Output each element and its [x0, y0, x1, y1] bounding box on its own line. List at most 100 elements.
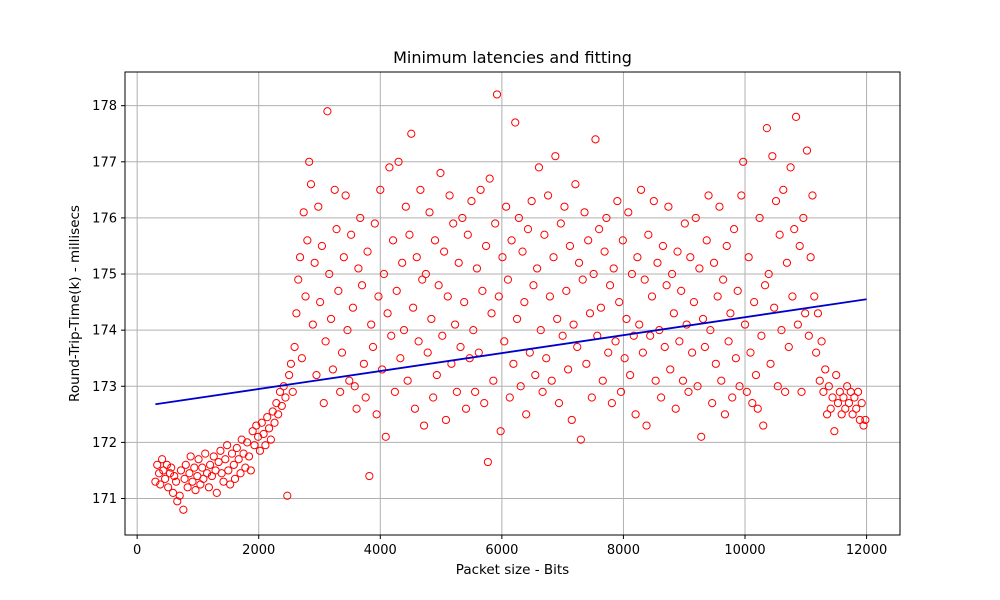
data-point: [576, 435, 585, 444]
data-point: [835, 387, 844, 396]
data-point: [432, 370, 441, 380]
data-point: [512, 314, 522, 324]
data-point: [445, 191, 454, 200]
data-point: [600, 247, 609, 256]
data-point: [427, 314, 436, 324]
data-point: [554, 399, 564, 408]
y-tick-label: 175: [92, 268, 117, 283]
data-point: [368, 342, 378, 352]
data-point: [644, 230, 653, 239]
data-point: [274, 410, 283, 419]
data-point: [372, 410, 381, 419]
data-point: [631, 410, 640, 419]
data-point: [538, 387, 547, 396]
data-point: [234, 455, 243, 464]
data-point: [850, 393, 859, 402]
data-point: [186, 452, 195, 461]
data-point: [243, 438, 252, 447]
data-point: [356, 213, 365, 223]
data-point: [828, 393, 837, 402]
data-point: [815, 376, 824, 385]
data-point: [217, 469, 226, 478]
data-point: [677, 286, 686, 295]
data-point: [336, 387, 345, 396]
x-axis-label: Packet size - Bits: [456, 562, 569, 578]
data-point: [520, 297, 529, 307]
data-point: [620, 354, 629, 363]
data-point: [646, 331, 655, 340]
data-point: [744, 253, 753, 262]
data-point: [777, 326, 786, 335]
data-point: [551, 152, 560, 161]
data-point: [580, 208, 589, 217]
data-point: [553, 314, 562, 324]
data-point: [853, 387, 863, 396]
data-point: [223, 441, 232, 450]
data-point: [713, 292, 722, 301]
data-point: [773, 382, 782, 391]
data-point: [556, 219, 565, 228]
data-point: [492, 90, 502, 99]
data-point: [449, 219, 458, 228]
data-point: [686, 253, 695, 262]
data-point: [261, 441, 270, 450]
data-point: [693, 382, 702, 391]
data-point: [611, 337, 620, 346]
data-points: [151, 90, 870, 514]
data-point: [673, 247, 682, 256]
data-point: [201, 449, 210, 458]
x-tick-label: 8000: [607, 543, 640, 558]
data-point: [762, 124, 771, 133]
data-point: [684, 387, 693, 396]
y-tick-label: 173: [92, 380, 117, 395]
data-point: [529, 281, 538, 290]
data-point: [469, 326, 478, 335]
data-point: [414, 337, 423, 346]
data-point: [388, 236, 398, 245]
data-point: [173, 497, 182, 506]
data-point: [412, 253, 421, 262]
data-point: [491, 219, 500, 228]
data-point: [165, 469, 175, 478]
data-point: [748, 399, 757, 408]
data-point: [456, 342, 465, 352]
data-point: [626, 370, 635, 380]
data-point: [359, 359, 368, 368]
data-point: [385, 163, 394, 172]
data-point: [788, 292, 797, 301]
data-point: [797, 387, 806, 396]
data-point: [191, 486, 200, 495]
data-point: [452, 387, 461, 396]
data-point: [642, 421, 651, 430]
data-point: [325, 269, 334, 279]
data-point: [405, 230, 414, 239]
data-point: [170, 471, 179, 481]
data-point: [622, 314, 631, 324]
data-point: [438, 331, 447, 340]
data-point: [802, 146, 812, 155]
data-point: [257, 418, 266, 427]
x-tick-label: 2000: [242, 543, 275, 558]
data-point: [651, 376, 660, 385]
data-point: [489, 376, 498, 385]
data-point: [640, 275, 649, 284]
data-point: [837, 410, 846, 419]
data-point: [523, 225, 533, 234]
data-point: [343, 326, 352, 335]
data-point: [487, 309, 496, 318]
data-point: [790, 225, 799, 234]
data-point: [737, 191, 746, 200]
data-point: [775, 230, 784, 239]
data-point: [399, 326, 409, 335]
x-tick-label: 4000: [364, 543, 397, 558]
data-point: [317, 241, 327, 251]
data-point: [726, 309, 735, 318]
data-point: [507, 236, 516, 245]
data-point: [832, 370, 841, 380]
data-point: [418, 275, 427, 284]
data-point: [560, 202, 569, 211]
data-point: [454, 258, 463, 267]
data-point: [171, 477, 181, 486]
data-point: [675, 337, 684, 346]
data-point: [176, 466, 186, 475]
